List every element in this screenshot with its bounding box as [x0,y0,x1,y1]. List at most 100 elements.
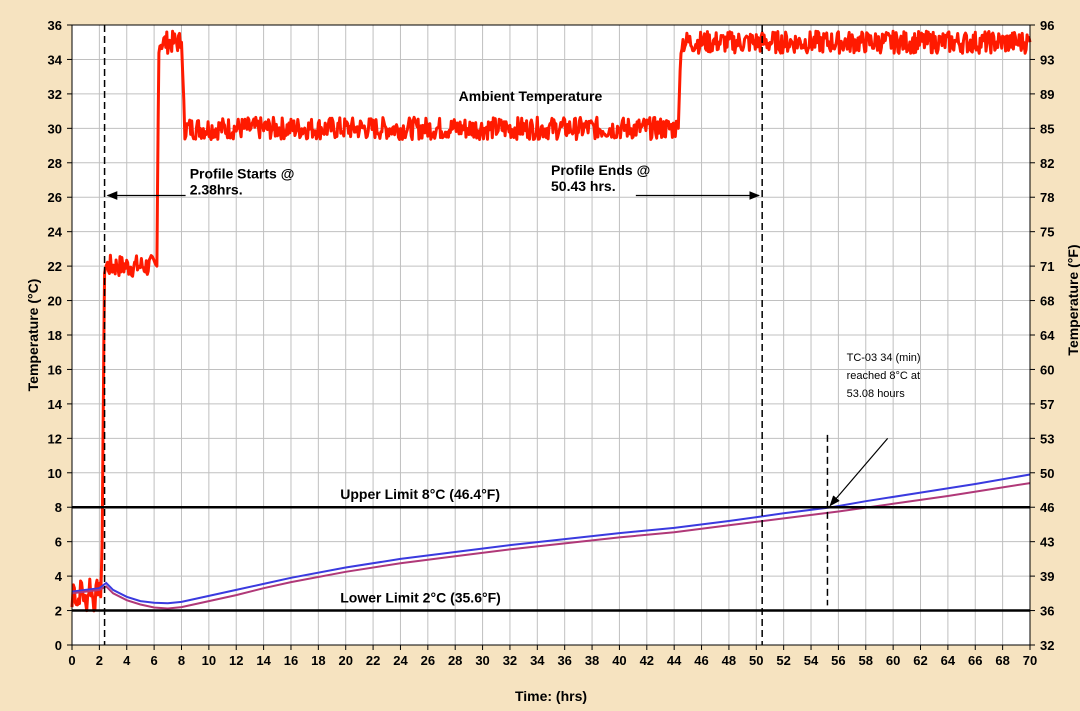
x-tick-label: 66 [968,653,982,668]
series-line-lower [71,482,1031,610]
right-axis-title: Temperature (°F) [1065,244,1080,355]
x-tick-label: 38 [585,653,599,668]
lower-limit-label: Lower Limit 2°C (35.6°F) [340,590,501,606]
x-tick-label: 28 [448,653,462,668]
x-tick-label: 6 [150,653,157,668]
annotations: Ambient Temperature Profile Starts @2.38h… [106,88,921,507]
series-line-upper [71,473,1031,605]
tc03-annotation-line: TC-03 34 (min) [847,352,921,364]
x-tick-label: 26 [421,653,435,668]
x-tick-label: 54 [804,653,819,668]
y-tick-label-left: 30 [48,121,62,136]
x-tick-label: 70 [1023,653,1037,668]
y-tick-label-right: 46 [1040,500,1054,515]
profile-end-annotation-line: 50.43 hrs. [551,178,616,194]
y-tick-label-left: 36 [48,18,62,33]
ambient-temperature-label: Ambient Temperature [459,88,603,104]
x-tick-label: 20 [338,653,352,668]
y-tick-label-left: 4 [55,569,63,584]
x-tick-label: 62 [913,653,927,668]
x-tick-label: 24 [393,653,408,668]
y-tick-label-left: 34 [48,52,63,67]
tc03-annotation-arrow [829,437,889,507]
x-tick-label: 52 [776,653,790,668]
y-tick-label-right: 96 [1040,18,1054,33]
x-tick-label: 50 [749,653,763,668]
profile-end-annotation: Profile Ends @50.43 hrs. [551,162,650,194]
x-tick-label: 48 [722,653,736,668]
y-tick-label-left: 32 [48,87,62,102]
left-axis-title: Temperature (°C) [25,279,41,392]
y-tick-label-left: 6 [55,535,62,550]
y-tick-label-left: 16 [48,362,62,377]
x-tick-label: 60 [886,653,900,668]
y-tick-label-right: 82 [1040,156,1054,171]
y-tick-label-right: 57 [1040,397,1054,412]
x-tick-label: 64 [941,653,956,668]
y-tick-label-right: 32 [1040,638,1054,653]
x-tick-label: 46 [694,653,708,668]
y-tick-label-right: 43 [1040,535,1054,550]
y-tick-label-left: 2 [55,604,62,619]
profile-start-annotation: Profile Starts @2.38hrs. [190,165,295,197]
upper-limit-label: Upper Limit 8°C (46.4°F) [340,486,500,502]
x-tick-label: 56 [831,653,845,668]
tc03-annotation-line: 53.08 hours [847,388,906,400]
y-tick-label-left: 14 [48,397,63,412]
x-tick-label: 4 [123,653,131,668]
y-tick-label-left: 24 [48,225,63,240]
y-tick-label-right: 75 [1040,225,1054,240]
y-tick-label-right: 78 [1040,190,1054,205]
x-tick-label: 42 [640,653,654,668]
x-tick-label: 16 [284,653,298,668]
y-tick-label-right: 89 [1040,87,1054,102]
x-tick-label: 0 [68,653,75,668]
x-tick-label: 22 [366,653,380,668]
x-tick-label: 44 [667,653,682,668]
profile-end-annotation-line: Profile Ends @ [551,162,650,178]
y-tick-label-right: 39 [1040,569,1054,584]
y-tick-label-left: 18 [48,328,62,343]
series-line-ambient [70,29,1032,613]
x-axis-title: Time: (hrs) [515,688,587,704]
x-tick-label: 58 [859,653,873,668]
y-tick-label-left: 28 [48,156,62,171]
x-tick-label: 8 [178,653,185,668]
x-tick-label: 40 [612,653,626,668]
x-tick-label: 14 [256,653,271,668]
x-tick-label: 30 [475,653,489,668]
y-tick-label-right: 85 [1040,121,1054,136]
vertical-markers [103,25,829,645]
y-tick-label-right: 71 [1040,259,1054,274]
x-axis-ticks: 0 2 4 6 8 10 12 14 16 18 20 22 24 26 28 30 32 34 36 38 40 42 4… [68,645,1037,668]
x-tick-label: 2 [96,653,103,668]
y-tick-label-right: 60 [1040,362,1054,377]
x-tick-label: 32 [503,653,517,668]
reference-lines: Upper Limit 8°C (46.4°F) Lower Limit 2°C … [72,486,1030,612]
y-tick-label-left: 8 [55,500,62,515]
y-tick-label-right: 93 [1040,52,1054,67]
x-tick-label: 34 [530,653,545,668]
y-tick-label-left: 10 [48,466,62,481]
x-tick-label: 68 [995,653,1009,668]
y-tick-label-right: 64 [1040,328,1055,343]
x-tick-label: 12 [229,653,243,668]
tc03-annotation: TC-03 34 (min) reached 8°C at 53.08 hours [847,352,921,400]
y-tick-label-left: 26 [48,190,62,205]
profile-start-annotation-line: 2.38hrs. [190,181,243,197]
y-tick-label-right: 50 [1040,466,1054,481]
right-axis-ticks: 32 36 39 43 46 50 53 57 60 64 68 71 75 78 82 85 89 93 96 [1030,18,1055,653]
series-layer [70,29,1032,613]
x-tick-label: 18 [311,653,325,668]
y-tick-label-left: 0 [55,638,62,653]
x-tick-label: 10 [202,653,216,668]
tc03-annotation-line: reached 8°C at [847,370,921,382]
y-tick-label-right: 68 [1040,294,1054,309]
y-tick-label-left: 12 [48,431,62,446]
y-tick-label-left: 20 [48,294,62,309]
y-tick-label-right: 36 [1040,604,1054,619]
y-tick-label-left: 22 [48,259,62,274]
